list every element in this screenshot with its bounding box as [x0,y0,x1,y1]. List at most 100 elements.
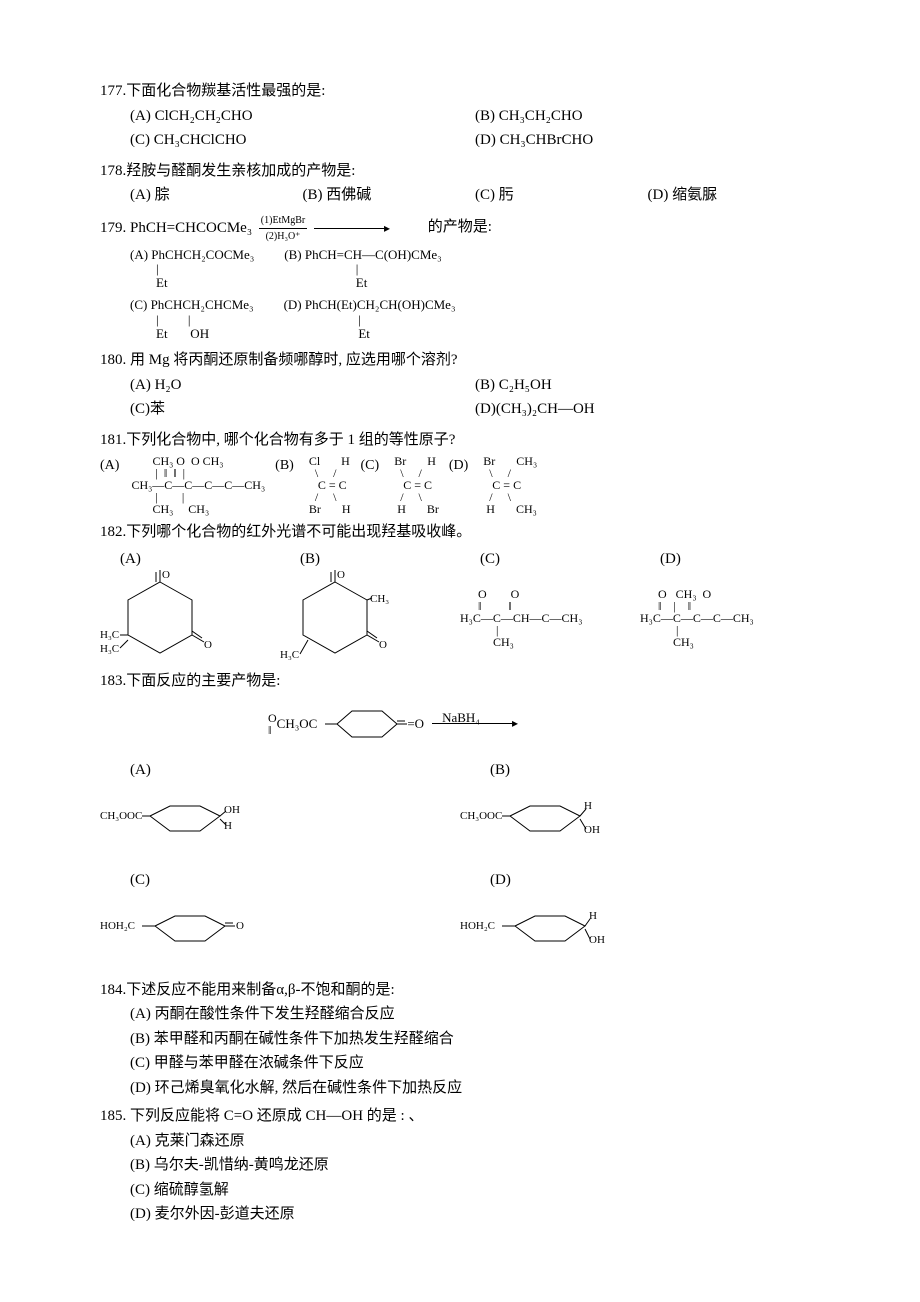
svg-text:O: O [337,570,345,581]
q179-fraction: (1)EtMgBr (2)H₃O⁺ [259,213,307,244]
q179-stem-right: 的产物是: [428,219,492,235]
cyclohexanedione-a-icon: O O H₃C H₃C [100,570,220,660]
q180-option-d: (D)(CH₃)₂CH—OH [475,398,820,421]
svg-text:HOH₂C: HOH₂C [100,920,135,932]
question-184: 184.下述反应不能用来制备α,β-不饱和酮的是: (A) 丙酮在酸性条件下发生… [100,979,820,1100]
svg-text:CH₃: CH₃ [370,593,389,605]
question-183: 183.下面反应的主要产物是: O ‖ CH₃OC =O NaBH₄ (A) C… [100,670,820,969]
q182-option-c: (C) O O ‖ ‖ H₃C—C—CH—C—CH₃ | CH₃ [460,548,640,661]
q184-option-d: (D) 环己烯臭氧化水解, 然后在碱性条件下加热反应 [130,1077,820,1100]
svg-text:O: O [204,639,212,651]
q185-option-a: (A) 克莱门森还原 [130,1130,820,1153]
q183-reagent-left: CH₃OC [277,714,318,734]
svg-text:CH₃OOC: CH₃OOC [100,810,142,822]
q184-option-a: (A) 丙酮在酸性条件下发生羟醛缩合反应 [130,1003,820,1026]
q183-reactant-icon: O ‖ [250,712,277,736]
q183-option-c: (C) HOH₂C O [100,869,460,969]
question-182: 182.下列哪个化合物的红外光谱不可能出现羟基吸收峰。 (A) O O H₃C … [100,521,820,660]
q184-stem: 184.下述反应不能用来制备α,β-不饱和酮的是: [100,979,820,1002]
q178-option-c: (C) 肟 [475,184,648,207]
q180-option-a: (A) H₂O [130,374,475,397]
q183-label-b: (B) [460,759,820,782]
q181-label-a: (A) [100,455,119,476]
q177-options: (A) ClCH₂CH₂CHO (B) CH₃CH₂CHO (C) CH₃CHC… [100,105,820,154]
q182-label-c: (C) [460,548,640,571]
q177-stem: 177.下面化合物羰基活性最强的是: [100,80,820,103]
arrow-icon: NaBH₄ [432,723,512,724]
q177-option-b: (B) CH₃CH₂CHO [475,105,820,128]
svg-text:OH: OH [589,934,605,946]
q184-options: (A) 丙酮在酸性条件下发生羟醛缩合反应 (B) 苯甲醛和丙酮在碱性条件下加热发… [100,1003,820,1099]
q181-options: (A) CH₃ O O CH₃ | ‖ ‖ | CH₃—C—C—C—C—CH₃ … [100,455,820,515]
svg-text:HOH₂C: HOH₂C [460,920,495,932]
arrow-icon [314,228,384,229]
question-180: 180. 用 Mg 将丙酮还原制备频哪醇时, 应选用哪个溶剂? (A) H₂O … [100,349,820,423]
svg-text:H₃C: H₃C [100,629,119,641]
q181-stem: 181.下列化合物中, 哪个化合物有多于 1 组的等性原子? [100,429,820,452]
svg-text:H₃C: H₃C [280,649,299,660]
q178-stem: 178.羟胺与醛酮发生亲核加成的产物是: [100,160,820,183]
q180-option-c: (C)苯 [130,398,475,421]
q183-stem: 183.下面反应的主要产物是: [100,670,820,693]
q179-option-d: (D) PhCH(Et)CH₂CH(OH)CMe₃ | Et [284,298,456,341]
q184-option-b: (B) 苯甲醛和丙酮在碱性条件下加热发生羟醛缩合 [130,1028,820,1051]
cyclohexanedione-b-icon: O CH₃ O H₃C [280,570,400,660]
svg-text:O: O [379,639,387,651]
svg-text:CH₃OOC: CH₃OOC [460,810,502,822]
q178-option-b: (B) 西佛碱 [303,184,476,207]
q181-structure-c: Br H \ / C = C / \ H Br [391,455,439,515]
q179-stem-left: 179. PhCH=CHCOCMe₃ [100,219,252,235]
q182-options: (A) O O H₃C H₃C (B) O CH₃ O H₃C [100,548,820,661]
q179-options-row2: (C) PhCHCH₂CHCMe₃ | | Et OH (D) PhCH(Et)… [100,298,820,341]
ketone-o-label: =O [407,714,424,734]
question-185: 185. 下列反应能将 C=O 还原成 CH—OH 的是 : 、 (A) 克莱门… [100,1105,820,1226]
chair-b-icon: CH₃OOC H OH [460,781,640,851]
q185-options: (A) 克莱门森还原 (B) 乌尔夫-凯惜纳-黄鸣龙还原 (C) 缩硫醇氢解 (… [100,1130,820,1226]
q182-option-a: (A) O O H₃C H₃C [100,548,280,661]
q182-stem: 182.下列哪个化合物的红外光谱不可能出现羟基吸收峰。 [100,521,820,544]
q184-option-c: (C) 甲醛与苯甲醛在浓碱条件下反应 [130,1052,820,1075]
q180-option-b: (B) C₂H₅OH [475,374,820,397]
q179-option-b: (B) PhCH=CH—C(OH)CMe₃ | Et [284,248,441,291]
q183-label-d: (D) [460,869,820,892]
q179-frac-bot: (2)H₃O⁺ [259,229,307,244]
q177-option-c: (C) CH₃CHClCHO [130,129,475,152]
q183-reagent-arrow: NaBH₄ [442,708,480,728]
q183-reaction: O ‖ CH₃OC =O NaBH₄ [100,699,820,749]
q185-stem: 185. 下列反应能将 C=O 还原成 CH—OH 的是 : 、 [100,1105,820,1128]
chair-d-icon: HOH₂C H OH [460,891,640,961]
q182-structure-c: O O ‖ ‖ H₃C—C—CH—C—CH₃ | CH₃ [460,588,640,648]
q182-option-d: (D) O CH₃ O ‖ | ‖ H₃C—C—C—C—CH₃ | CH₃ [640,548,820,661]
chair-c-icon: HOH₂C O [100,891,280,961]
q177-option-d: (D) CH₃CHBrCHO [475,129,820,152]
q183-options-row1: (A) CH₃OOC OH H (B) CH₃OOC H OH [100,759,820,859]
question-181: 181.下列化合物中, 哪个化合物有多于 1 组的等性原子? (A) CH₃ O… [100,429,820,516]
svg-text:O: O [162,570,170,581]
q178-options: (A) 腙 (B) 西佛碱 (C) 肟 (D) 缩氨脲 [100,184,820,207]
q179-options-row1: (A) PhCHCH₂COCMe₃ | Et (B) PhCH=CH—C(OH)… [100,248,820,291]
question-179: 179. PhCH=CHCOCMe₃ (1)EtMgBr (2)H₃O⁺ 的产物… [100,213,820,342]
q183-label-c: (C) [100,869,460,892]
q183-option-d: (D) HOH₂C H OH [460,869,820,969]
question-178: 178.羟胺与醛酮发生亲核加成的产物是: (A) 腙 (B) 西佛碱 (C) 肟… [100,160,820,207]
q183-option-a: (A) CH₃OOC OH H [100,759,460,859]
q185-option-d: (D) 麦尔外因-彭道夫还原 [130,1203,820,1226]
q183-label-a: (A) [100,759,460,782]
q185-option-b: (B) 乌尔夫-凯惜纳-黄鸣龙还原 [130,1154,820,1177]
q182-label-d: (D) [640,548,820,571]
svg-text:OH: OH [584,824,600,836]
q180-options: (A) H₂O (B) C₂H₅OH (C)苯 (D)(CH₃)₂CH—OH [100,374,820,423]
svg-text:H: H [224,820,232,832]
q179-option-a: (A) PhCHCH₂COCMe₃ | Et [130,248,254,291]
q179-stem: 179. PhCH=CHCOCMe₃ (1)EtMgBr (2)H₃O⁺ 的产物… [100,213,820,244]
svg-text:O: O [236,920,244,932]
question-177: 177.下面化合物羰基活性最强的是: (A) ClCH₂CH₂CHO (B) C… [100,80,820,154]
q182-structure-d: O CH₃ O ‖ | ‖ H₃C—C—C—C—CH₃ | CH₃ [640,588,820,648]
q178-option-a: (A) 腙 [130,184,303,207]
q181-label-d: (D) [449,455,468,476]
q183-option-b: (B) CH₃OOC H OH [460,759,820,859]
q183-options-row2: (C) HOH₂C O (D) HOH₂C H OH [100,869,820,969]
q181-structure-b: Cl H \ / C = C / \ Br H [306,455,351,515]
q182-option-b: (B) O CH₃ O H₃C [280,548,460,661]
q178-option-d: (D) 缩氨脲 [648,184,821,207]
